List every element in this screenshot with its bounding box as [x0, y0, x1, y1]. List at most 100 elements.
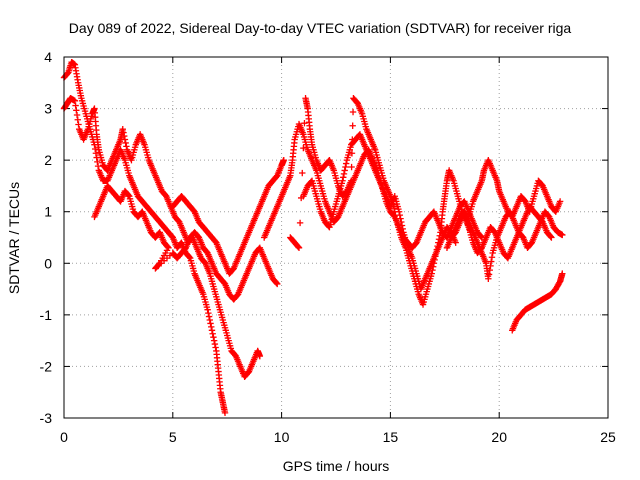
- data-point: [123, 143, 130, 150]
- data-point: [432, 249, 440, 257]
- data-point: [429, 266, 436, 274]
- data-point: [221, 409, 229, 417]
- data-point: [75, 121, 82, 128]
- data-point: [300, 144, 307, 152]
- data-point: [349, 122, 356, 129]
- y-tick-label: -2: [40, 358, 53, 374]
- data-point: [122, 139, 129, 147]
- data-point: [431, 256, 438, 264]
- series-track-g: [300, 131, 485, 252]
- data-point: [209, 330, 216, 337]
- data-point: [211, 340, 219, 348]
- data-point: [295, 244, 303, 252]
- data-point: [273, 279, 280, 287]
- data-point: [488, 258, 495, 265]
- data-point: [342, 163, 349, 171]
- data-point: [348, 163, 355, 171]
- data-point: [296, 219, 304, 227]
- series-track-d: [169, 156, 287, 277]
- data-point: [91, 145, 99, 153]
- x-tick-label: 10: [274, 429, 290, 445]
- series-track-i: [465, 156, 564, 221]
- data-point: [340, 170, 348, 178]
- data-point: [186, 254, 193, 261]
- data-point: [342, 160, 350, 167]
- data-point: [121, 136, 129, 143]
- series-track-e: [260, 120, 459, 293]
- y-tick-label: 4: [44, 49, 52, 65]
- data-point: [299, 169, 306, 177]
- data-points: [60, 58, 566, 417]
- data-point: [74, 116, 81, 123]
- grid: [64, 57, 608, 418]
- data-point: [548, 234, 555, 241]
- series-track-j: [443, 203, 555, 262]
- data-point: [94, 158, 101, 166]
- data-point: [210, 334, 217, 341]
- data-point: [559, 270, 566, 277]
- data-point: [341, 167, 348, 174]
- x-tick-label: 5: [169, 429, 177, 445]
- data-point: [73, 107, 80, 114]
- data-point: [339, 177, 346, 184]
- data-point: [164, 243, 171, 251]
- x-tick-label: 25: [600, 429, 616, 445]
- data-point: [559, 231, 566, 239]
- series-track-a: [60, 58, 229, 417]
- data-point: [348, 177, 355, 184]
- data-point: [430, 260, 438, 267]
- data-point: [488, 254, 496, 261]
- data-point: [435, 239, 442, 246]
- y-tick-label: 2: [44, 152, 52, 168]
- data-point: [125, 192, 132, 199]
- data-point: [71, 97, 79, 105]
- data-point: [432, 253, 439, 260]
- data-point: [72, 102, 79, 109]
- series-track-k: [509, 270, 566, 334]
- data-point: [477, 233, 485, 240]
- data-point: [348, 150, 356, 157]
- data-point: [208, 323, 215, 331]
- chart-title: Day 089 of 2022, Sidereal Day-to-day VTE…: [69, 20, 572, 36]
- data-point: [121, 132, 128, 140]
- y-tick-label: -3: [40, 410, 53, 426]
- data-point: [487, 262, 494, 270]
- data-point: [434, 242, 441, 250]
- data-point: [433, 246, 441, 253]
- data-point: [206, 316, 213, 324]
- y-tick-label: -1: [40, 307, 53, 323]
- data-point: [280, 156, 287, 164]
- y-tick-label: 0: [44, 255, 52, 271]
- data-point: [92, 150, 100, 157]
- data-point: [274, 280, 281, 288]
- data-point: [486, 266, 493, 274]
- data-point: [556, 198, 564, 205]
- data-point: [547, 233, 554, 240]
- series-track-c: [91, 182, 281, 303]
- data-point: [73, 111, 81, 119]
- data-point: [205, 313, 213, 320]
- y-tick-label: 1: [44, 204, 52, 220]
- data-point: [390, 201, 397, 209]
- data-point: [207, 320, 214, 327]
- data-point: [210, 337, 218, 344]
- data-point: [389, 198, 396, 205]
- y-axis-label: SDTVAR / TECUs: [6, 182, 22, 294]
- data-point: [204, 306, 211, 313]
- data-point: [429, 263, 437, 270]
- x-tick-label: 15: [383, 429, 399, 445]
- data-point: [295, 243, 302, 251]
- x-tick-label: 20: [491, 429, 507, 445]
- x-axis-label: GPS time / hours: [283, 458, 390, 474]
- data-point: [94, 162, 102, 170]
- data-point: [212, 344, 219, 351]
- data-point: [485, 271, 493, 278]
- series-track-b: [60, 95, 264, 380]
- x-tick-label: 0: [60, 429, 68, 445]
- data-point: [340, 174, 347, 181]
- data-point: [256, 352, 264, 360]
- data-point: [120, 129, 127, 136]
- data-point: [485, 275, 492, 282]
- plot-frame: [63, 56, 609, 419]
